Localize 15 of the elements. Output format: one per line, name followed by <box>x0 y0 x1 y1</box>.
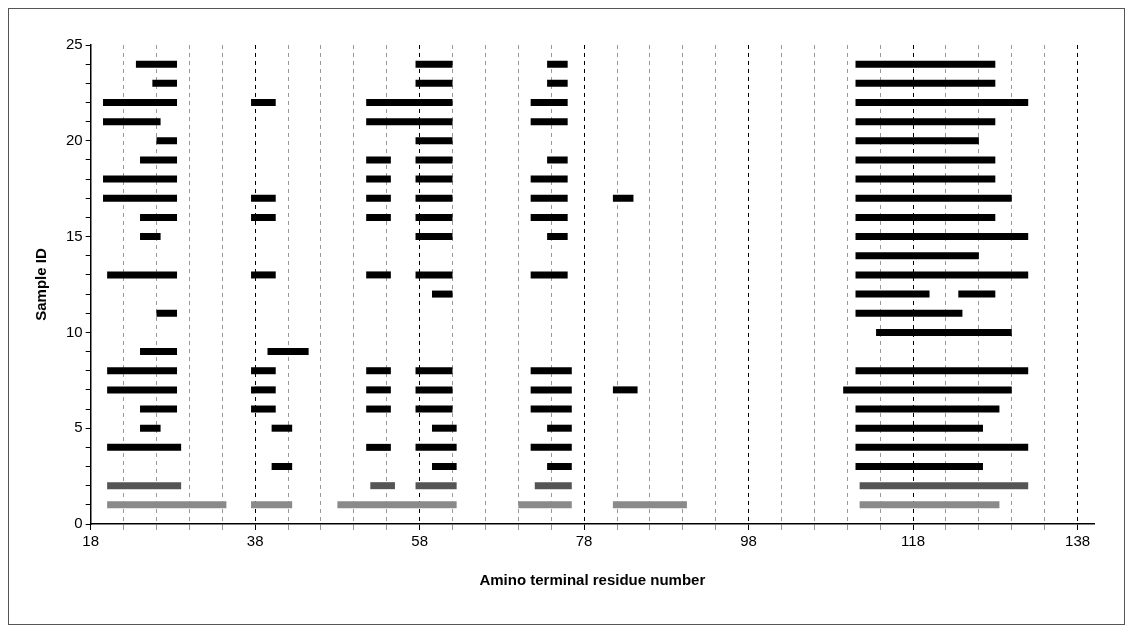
x-tick-label: 78 <box>575 532 593 550</box>
y-tick-label: 20 <box>66 130 83 148</box>
y-axis-title: Sample ID <box>32 248 50 321</box>
x-tick-label: 18 <box>82 532 100 550</box>
x-tick-label: 98 <box>740 532 757 550</box>
y-tick-label: 15 <box>66 226 83 244</box>
x-axis-title: Amino terminal residue number <box>479 571 706 589</box>
x-tick-label: 118 <box>901 532 926 550</box>
y-tick-label: 0 <box>74 514 83 532</box>
y-tick-label: 5 <box>74 418 83 436</box>
y-tick-label: 25 <box>66 35 83 53</box>
y-tick-label: 10 <box>66 322 83 340</box>
x-tick-label: 58 <box>411 532 428 550</box>
x-tick-label: 138 <box>1065 532 1091 550</box>
x-tick-label: 38 <box>246 532 264 550</box>
